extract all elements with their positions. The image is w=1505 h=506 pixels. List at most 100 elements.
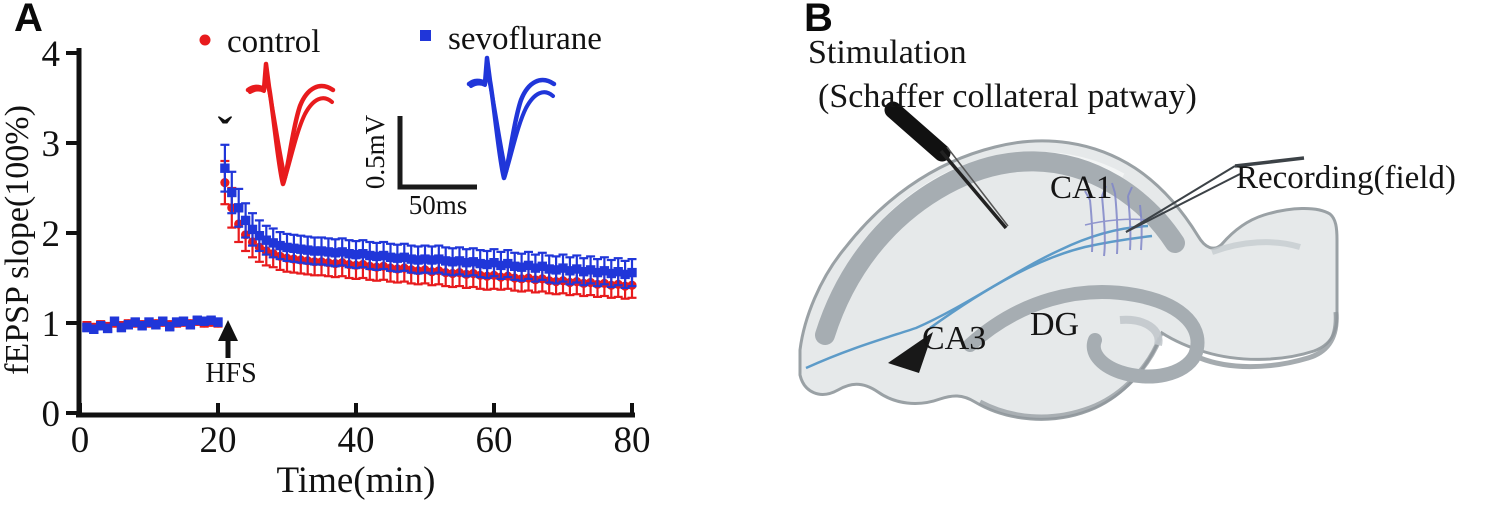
data-point <box>441 256 451 266</box>
data-point <box>185 320 196 330</box>
data-point <box>544 264 554 274</box>
data-point <box>406 254 416 264</box>
legend-control-label: control <box>227 24 320 60</box>
data-point <box>489 258 499 268</box>
data-point <box>192 315 202 325</box>
data-point <box>337 247 347 257</box>
ca3-label: CA3 <box>922 320 987 357</box>
data-point <box>461 258 472 268</box>
scale-bar <box>397 116 477 190</box>
dentate-inner-swirl <box>1119 315 1163 347</box>
sevoflurane-trace-inset <box>466 55 557 181</box>
data-point <box>330 248 340 258</box>
series-sevoflurane <box>82 143 637 334</box>
data-point <box>496 260 506 271</box>
data-point <box>227 187 237 198</box>
data-point <box>516 262 527 272</box>
data-point <box>165 321 175 332</box>
data-point <box>102 323 113 334</box>
data-point <box>247 224 258 235</box>
data-point <box>130 317 140 327</box>
data-series-layer <box>82 143 637 334</box>
control-trace-inset <box>245 61 336 187</box>
data-point <box>144 317 154 327</box>
data-point <box>137 321 147 331</box>
x-tick-label: 80 <box>614 420 651 461</box>
panel-a-label: A <box>14 0 43 40</box>
data-point <box>344 249 354 259</box>
slice-rim-bottom <box>978 337 1163 420</box>
data-point <box>523 260 534 271</box>
ca1-neurons <box>1084 182 1149 257</box>
pyramidal-layer-band <box>815 151 1185 345</box>
data-point <box>620 269 630 280</box>
panel-b-label: B <box>804 0 833 40</box>
data-point <box>572 264 582 274</box>
data-point <box>537 261 547 271</box>
data-point <box>89 324 99 334</box>
schaffer-pathway-label: (Schaffer collateral patway) <box>818 78 1197 115</box>
data-point <box>268 238 278 248</box>
scale-bar-voltage-label: 0.5mV <box>360 114 390 189</box>
data-point <box>213 317 223 327</box>
y-tick-label: 1 <box>42 304 61 345</box>
data-point <box>592 267 603 278</box>
data-point <box>468 257 478 267</box>
data-point <box>261 235 271 245</box>
data-point <box>316 246 327 256</box>
data-point <box>434 254 444 264</box>
data-point <box>82 322 92 333</box>
recording-electrode <box>1125 156 1305 233</box>
data-point <box>420 254 430 264</box>
data-point <box>599 266 610 276</box>
x-tick-label: 60 <box>476 420 513 461</box>
data-point <box>454 256 465 266</box>
data-point <box>413 255 423 265</box>
x-tick-label: 0 <box>71 420 90 461</box>
data-point <box>475 258 485 269</box>
hippocampus-diagram <box>798 101 1339 421</box>
data-point <box>199 316 209 326</box>
data-point <box>178 316 189 326</box>
data-point <box>234 203 244 213</box>
data-point <box>123 320 133 330</box>
data-point <box>399 252 409 262</box>
dentate-gyrus-band <box>963 285 1205 384</box>
y-axis-title: fEPSP slope(100%) <box>0 105 36 375</box>
data-point <box>116 322 127 333</box>
data-point <box>482 259 492 270</box>
data-point <box>378 250 389 261</box>
legend-sevoflurane-marker <box>420 30 431 41</box>
hfs-arrow <box>218 320 238 358</box>
y-tick-label: 3 <box>42 124 61 165</box>
data-point <box>289 243 299 253</box>
data-point <box>303 245 313 255</box>
y-tick-label: 2 <box>42 214 61 255</box>
data-point <box>530 263 541 273</box>
y-tick-label: 0 <box>42 394 61 435</box>
data-point <box>358 249 368 259</box>
data-point <box>613 267 623 277</box>
data-point <box>296 244 306 254</box>
data-point <box>323 247 334 257</box>
ca1-label: CA1 <box>1050 170 1113 206</box>
data-point <box>151 320 161 330</box>
y-tick-label: 4 <box>42 34 61 75</box>
stimulation-label: Stimulation <box>808 34 967 71</box>
recording-label: Recording(field) <box>1236 160 1456 196</box>
x-tick-label: 40 <box>338 420 375 461</box>
data-point <box>551 265 561 275</box>
data-point <box>606 268 616 279</box>
x-tick-label: 20 <box>200 420 237 461</box>
data-point <box>220 163 230 173</box>
post-hfs-mark: ˇ <box>218 109 233 158</box>
scale-bar-time-label: 50ms <box>409 190 468 220</box>
data-point <box>254 231 265 241</box>
slice-rim-right <box>1199 311 1339 370</box>
data-point <box>171 317 182 327</box>
stimulation-electrode <box>884 101 1009 230</box>
data-point <box>206 315 216 325</box>
